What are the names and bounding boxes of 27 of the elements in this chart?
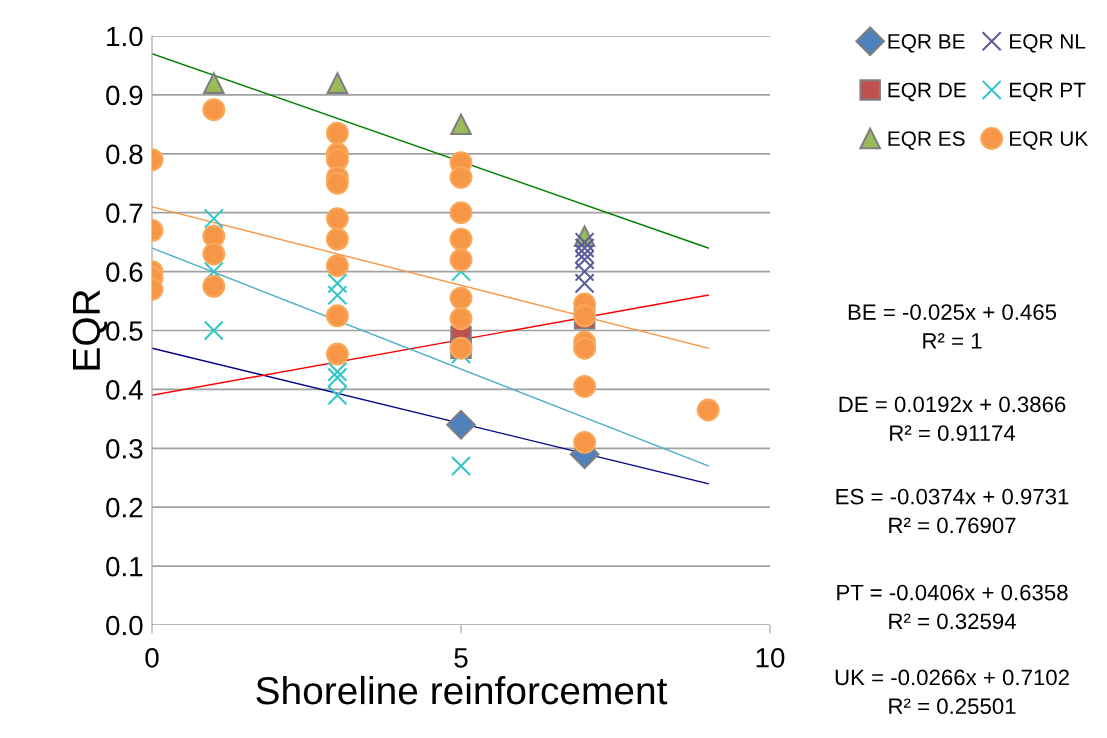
x-tick-label: 5 [454,648,468,668]
y-tick-label: 0.3 [106,438,143,459]
y-tick-label: 0.7 [106,203,143,224]
x-tick-label: 10 [756,647,785,668]
y-tick-label: 0.8 [106,144,143,165]
legend-label: EQR UK [1010,131,1089,150]
y-tick-label: 0.2 [106,497,143,518]
text: PT = -0.0406x + 0.6358 R² = 0.32594 [837,584,1068,630]
legend-label: EQR PT [1010,82,1086,102]
legend-label: EQR DE [888,82,966,102]
y-axis-title: EQR [72,290,108,370]
y-tick-label: 0.4 [106,380,143,400]
text: ES = -0.0374x + 0.9731 R² = 0.76907 [836,488,1069,534]
x-axis-title: Shoreline reinforcement [256,675,668,705]
text: BE = -0.025x + 0.465 R² = 1 [848,304,1057,349]
x-tick-label: 0 [145,647,159,668]
y-tick-label: 0.0 [106,615,143,636]
y-tick-label: 0.9 [106,85,143,106]
legend-label: EQR NL [1010,34,1086,53]
text: DE = 0.0192x + 0.3866 R² = 0.91174 [839,396,1066,442]
text: UK = -0.0266x + 0.7102 R² = 0.25501 [835,669,1069,715]
y-tick-label: 0.1 [106,556,143,577]
y-tick-label: 0.5 [106,321,143,341]
y-tick-label: 0.6 [106,262,143,282]
legend-label: EQR BE [888,34,965,53]
legend-label: EQR ES [888,131,965,150]
y-tick-label: 1.0 [107,26,143,47]
